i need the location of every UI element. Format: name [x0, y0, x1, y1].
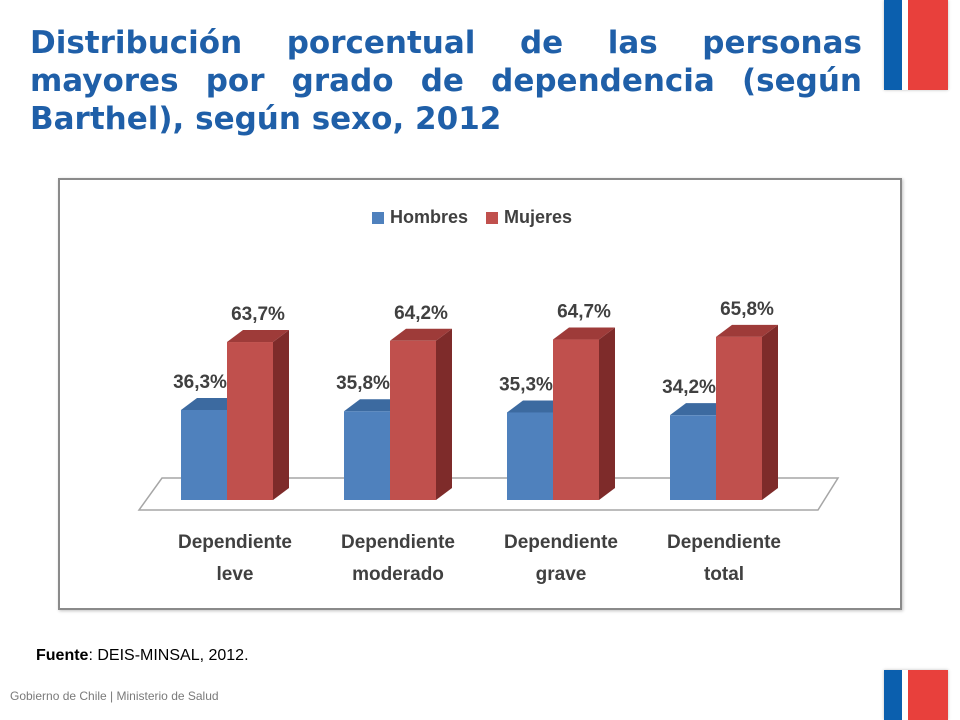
bar-top-mujeres-2: [553, 327, 615, 340]
data-label-hombres-0: 36,3%: [173, 372, 227, 393]
data-label-mujeres-3: 65,8%: [720, 299, 774, 320]
data-label-mujeres-2: 64,7%: [557, 302, 611, 323]
legend-item-mujeres: Mujeres: [486, 207, 572, 228]
category-label-2-1: grave: [536, 564, 587, 585]
bar-chart: 36,3% 63,7% Dependiente leve 35,8% 64,2% Depen…: [137, 299, 840, 585]
bar-top-mujeres-1: [390, 328, 452, 341]
bar-top-mujeres-3: [716, 324, 778, 337]
bar-side-mujeres-2: [599, 327, 615, 500]
bar-side-mujeres-1: [436, 328, 452, 500]
data-label-mujeres-1: 64,2%: [394, 303, 448, 324]
category-label-1-0: Dependiente: [341, 532, 455, 553]
bar-hombres-1: [344, 411, 390, 500]
page-title: Distribución porcentual de las personas …: [30, 25, 862, 137]
chart-container: Hombres Mujeres 36,3% 63,7% Dependiente lev…: [58, 178, 902, 610]
chart-floor: [137, 477, 840, 511]
data-label-hombres-2: 35,3%: [499, 374, 553, 395]
category-label-1-1: moderado: [352, 564, 444, 585]
source-note: Fuente: DEIS-MINSAL, 2012.: [36, 647, 249, 665]
category-label-2-0: Dependiente: [504, 532, 618, 553]
data-label-hombres-1: 35,8%: [336, 373, 390, 394]
bar-side-mujeres-3: [762, 324, 778, 500]
data-label-mujeres-0: 63,7%: [231, 304, 285, 325]
source-text: : DEIS-MINSAL, 2012.: [88, 647, 249, 664]
legend-swatch-hombres: [372, 211, 384, 224]
chart-legend: Hombres Mujeres: [372, 207, 572, 228]
bar-hombres-2: [507, 412, 553, 500]
chile-flag-logo-bottom: [884, 670, 948, 720]
legend-item-hombres: Hombres: [372, 207, 468, 228]
source-label: Fuente: [36, 647, 89, 664]
bar-mujeres-0: [227, 342, 273, 500]
bar-hombres-3: [670, 415, 716, 500]
bar-hombres-0: [181, 409, 227, 500]
category-label-0-1: leve: [217, 564, 254, 585]
category-label-0-0: Dependiente: [178, 532, 292, 553]
bar-mujeres-1: [390, 340, 436, 500]
bar-side-mujeres-0: [273, 330, 289, 500]
legend-swatch-mujeres: [486, 211, 499, 224]
category-label-3-0: Dependiente: [667, 532, 781, 553]
legend-label-hombres: Hombres: [390, 207, 469, 227]
bar-mujeres-2: [553, 339, 599, 500]
chile-flag-logo: [884, 0, 948, 90]
footer-text: Gobierno de Chile | Ministerio de Salud: [10, 689, 219, 703]
category-label-3-1: total: [704, 564, 744, 585]
bar-top-mujeres-0: [227, 330, 289, 343]
bar-mujeres-3: [716, 336, 762, 500]
legend-label-mujeres: Mujeres: [504, 207, 573, 227]
data-label-hombres-3: 34,2%: [662, 377, 716, 398]
